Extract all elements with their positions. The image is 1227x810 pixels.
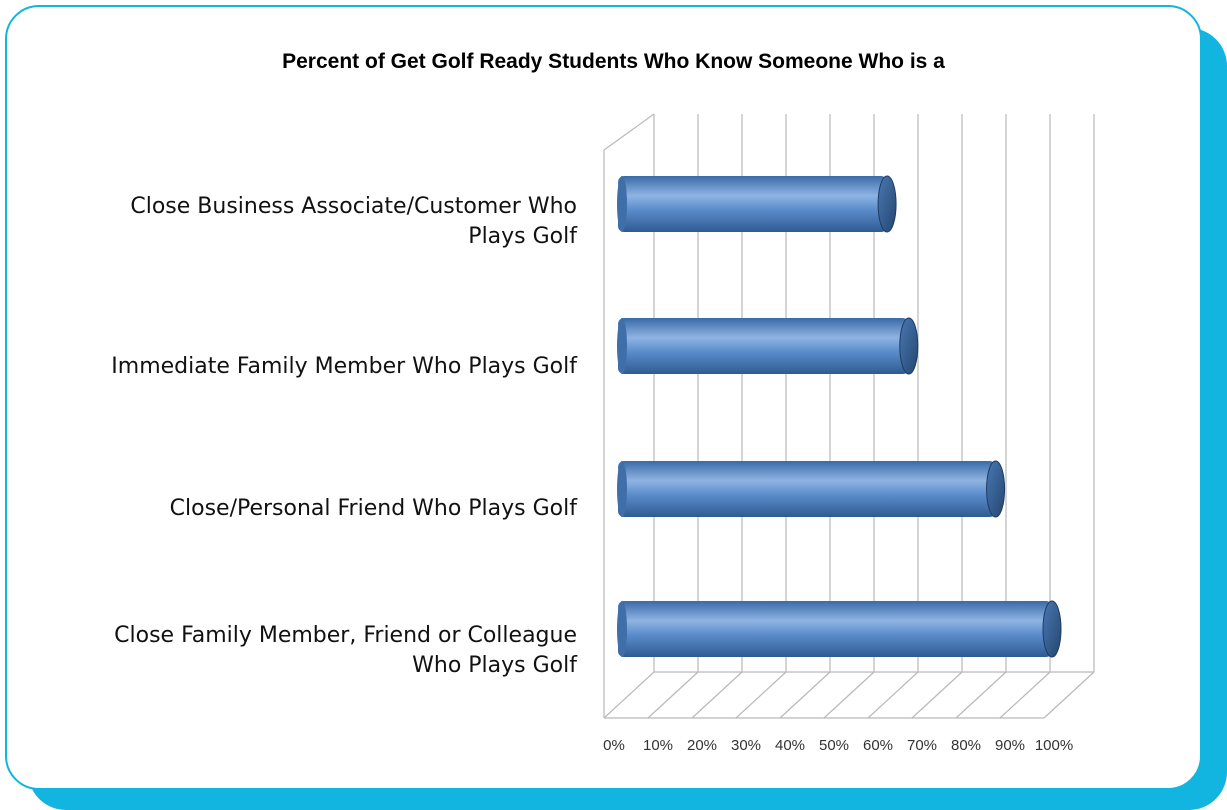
x-axis-ticks: 0% 10% 20% 30% 40% 50% 60% 70% 80% 90% 100%	[603, 737, 1073, 754]
gridline	[911, 114, 963, 719]
category-label-family-friend-colleague: Close Family Member, Friend or Colleague…	[114, 623, 577, 678]
x-tick-label: 70%	[907, 737, 937, 754]
bar	[617, 460, 1006, 518]
x-tick-label: 10%	[643, 737, 673, 754]
gridline	[999, 114, 1051, 719]
x-tick-label: 90%	[995, 737, 1025, 754]
x-tick-label: 30%	[731, 737, 761, 754]
x-tick-label: 80%	[951, 737, 981, 754]
category-label-business-associate: Close Business Associate/Customer Who Pl…	[130, 194, 577, 249]
gridline	[955, 114, 1007, 719]
plot-frame	[603, 113, 1094, 719]
bar	[617, 600, 1062, 658]
x-tick-label: 40%	[775, 737, 805, 754]
chart-title: Percent of Get Golf Ready Students Who K…	[282, 50, 945, 73]
category-label-personal-friend: Close/Personal Friend Who Plays Golf	[169, 496, 577, 521]
x-tick-label: 0%	[603, 737, 625, 754]
gridline	[867, 114, 919, 719]
x-tick-label: 20%	[687, 737, 717, 754]
bars	[617, 175, 1062, 658]
gridline	[1043, 114, 1095, 719]
bar	[617, 175, 897, 233]
x-tick-label: 60%	[863, 737, 893, 754]
bar	[617, 317, 919, 375]
x-tick-label: 100%	[1035, 737, 1073, 754]
category-label-immediate-family: Immediate Family Member Who Plays Golf	[111, 354, 577, 379]
x-tick-label: 50%	[819, 737, 849, 754]
